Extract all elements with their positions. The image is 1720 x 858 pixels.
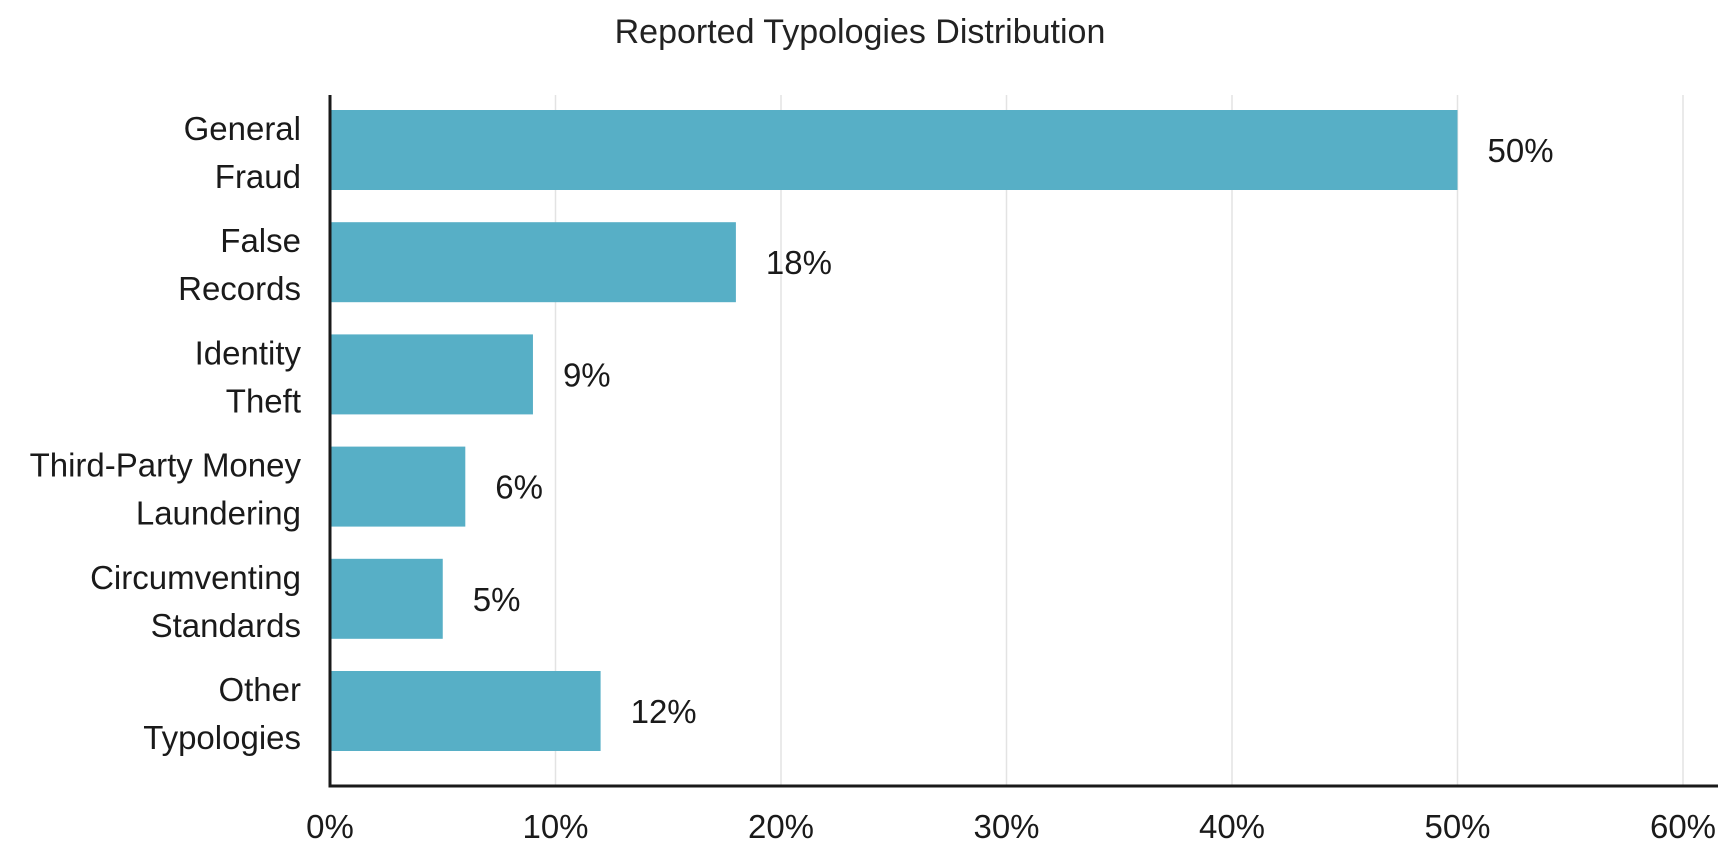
value-label-2: 9%	[563, 356, 611, 393]
category-label-line: Laundering	[136, 495, 301, 532]
bars	[330, 110, 1458, 751]
category-label-line: General	[184, 110, 301, 147]
bar-3	[330, 446, 466, 527]
category-label-1: False Records	[178, 222, 301, 307]
category-label-line: Identity	[195, 334, 302, 371]
category-label-line: Third-Party Money	[30, 447, 302, 484]
x-tick-labels: 0% 10% 20% 30% 40% 50% 60%	[306, 808, 1716, 845]
x-tick-label: 0%	[306, 808, 354, 845]
x-tick-label: 10%	[522, 808, 588, 845]
x-tick-label: 30%	[973, 808, 1039, 845]
value-label-4: 5%	[473, 581, 521, 618]
category-label-line: Other	[218, 671, 301, 708]
category-labels: General Fraud False Records Identity Theft Thi…	[30, 110, 302, 756]
x-tick-label: 60%	[1650, 808, 1716, 845]
category-label-5: Other Typologies	[143, 671, 301, 756]
grid-lines	[554, 95, 1684, 786]
bar-1	[330, 222, 736, 303]
bar-0	[330, 110, 1458, 190]
value-label-1: 18%	[766, 244, 832, 281]
value-label-0: 50%	[1488, 132, 1554, 169]
bar-4	[330, 558, 443, 639]
x-tick-label: 20%	[748, 808, 814, 845]
category-label-line: False	[220, 222, 301, 259]
category-label-line: Circumventing	[90, 559, 301, 596]
category-label-line: Standards	[151, 607, 301, 644]
category-label-line: Typologies	[143, 719, 301, 756]
value-labels: 50% 18% 9% 6% 5% 12%	[473, 132, 1554, 730]
chart-title: Reported Typologies Distribution	[615, 13, 1106, 51]
bar-2	[330, 334, 533, 415]
category-label-0: General Fraud	[184, 110, 301, 195]
category-label-line: Theft	[226, 382, 301, 419]
category-label-2: Identity Theft	[195, 334, 302, 419]
category-label-line: Fraud	[215, 158, 301, 195]
axes	[328, 95, 1718, 788]
value-label-3: 6%	[495, 469, 543, 506]
value-label-5: 12%	[631, 693, 697, 730]
x-tick-label: 50%	[1424, 808, 1490, 845]
x-tick-label: 40%	[1199, 808, 1265, 845]
category-label-3: Third-Party Money Laundering	[30, 447, 302, 532]
bar-5	[330, 671, 601, 751]
category-label-line: Records	[178, 270, 301, 307]
category-label-4: Circumventing Standards	[90, 559, 301, 644]
